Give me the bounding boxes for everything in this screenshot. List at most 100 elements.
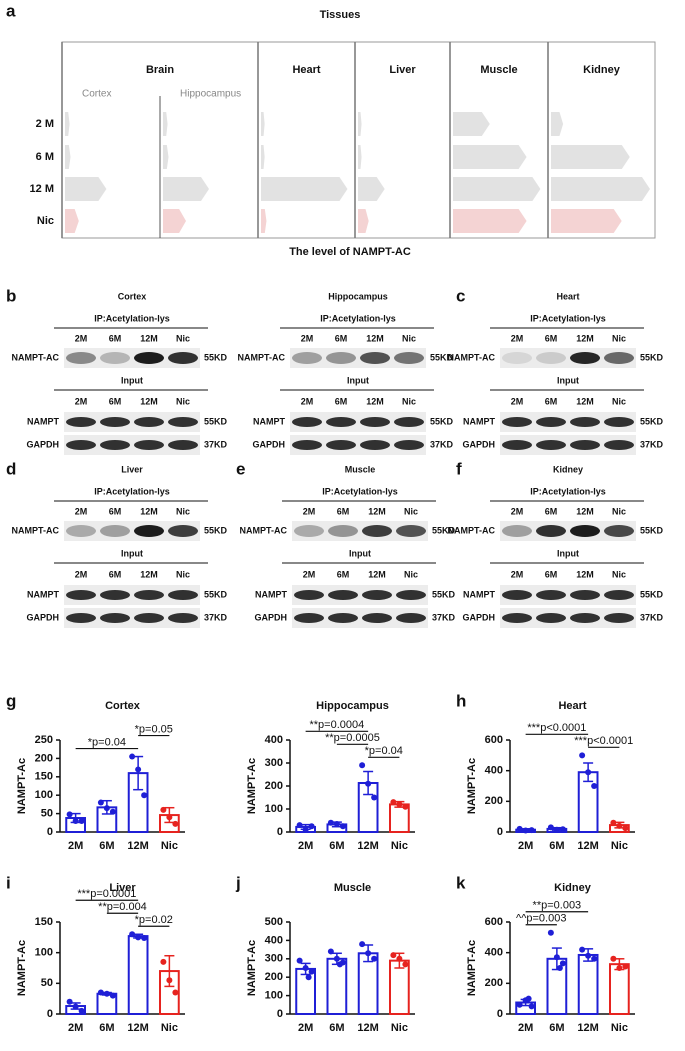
band — [394, 417, 424, 427]
band — [292, 352, 322, 364]
band — [134, 440, 164, 450]
data-point — [305, 974, 312, 981]
lane-label: Nic — [176, 333, 190, 343]
level-arrow — [551, 209, 622, 233]
data-point — [78, 1007, 85, 1014]
size-label: 55KD — [204, 525, 228, 535]
input-label: Input — [347, 375, 369, 385]
lane-label: Nic — [176, 396, 190, 406]
row-label: GAPDH — [26, 612, 59, 622]
lane-label: 6M — [337, 506, 350, 516]
data-point — [610, 955, 617, 962]
bar — [609, 963, 630, 1016]
lane-label: 12M — [576, 333, 594, 343]
data-point — [109, 808, 116, 815]
data-point — [129, 753, 136, 760]
y-tick-label: 200 — [265, 780, 283, 792]
band — [168, 417, 198, 427]
lane-label: Nic — [404, 569, 418, 579]
y-axis-label: NAMPT-Ac — [466, 758, 478, 814]
row-label: NAMPT-AC — [240, 525, 288, 535]
level-arrow — [453, 209, 527, 233]
data-point — [141, 792, 148, 799]
data-point — [528, 827, 535, 834]
data-point — [66, 998, 73, 1005]
chart-title: Cortex — [105, 700, 141, 712]
blot-strip — [292, 521, 428, 541]
y-tick-label: 400 — [485, 947, 503, 959]
lane-label: 12M — [576, 569, 594, 579]
band — [604, 440, 634, 450]
size-label: 55KD — [430, 416, 454, 426]
data-point — [365, 950, 372, 957]
blot-strip — [64, 608, 200, 628]
size-label: 55KD — [432, 525, 456, 535]
row-label: NAMPT-AC — [12, 525, 60, 535]
x-tick-label: Nic — [391, 840, 408, 852]
y-tick-label: 0 — [497, 826, 503, 838]
lane-label: 6M — [545, 569, 558, 579]
band — [396, 590, 426, 600]
row-label: NAMPT — [27, 589, 59, 599]
lane-label: 6M — [335, 396, 348, 406]
panel-title: Tissues — [320, 9, 361, 21]
data-point — [585, 769, 592, 776]
x-tick-label: 6M — [549, 840, 564, 852]
y-axis-label: NAMPT-Ac — [16, 940, 28, 996]
data-point — [172, 820, 179, 827]
y-tick-label: 150 — [35, 916, 53, 928]
row-label: NAMPT-AC — [12, 352, 60, 362]
x-tick-label: 12M — [127, 1022, 148, 1034]
lane-label: 6M — [545, 333, 558, 343]
data-point — [166, 814, 173, 821]
band — [294, 525, 324, 537]
input-label: Input — [557, 375, 579, 385]
band — [168, 440, 198, 450]
lane-label: 6M — [109, 506, 122, 516]
level-arrow — [65, 177, 107, 201]
blot-strip — [290, 435, 426, 455]
level-arrow — [261, 209, 267, 233]
band — [362, 525, 392, 537]
data-point — [160, 806, 167, 813]
data-point — [66, 811, 73, 818]
band — [168, 525, 198, 537]
data-point — [610, 819, 617, 826]
x-tick-label: 6M — [99, 840, 114, 852]
y-tick-label: 400 — [485, 765, 503, 777]
lane-label: 12M — [366, 396, 384, 406]
y-tick-label: 600 — [485, 734, 503, 746]
band — [362, 590, 392, 600]
level-arrow — [453, 177, 541, 201]
level-arrow — [65, 209, 79, 233]
y-tick-label: 50 — [41, 808, 53, 820]
y-tick-label: 300 — [265, 953, 283, 965]
band — [394, 352, 424, 364]
panel-letter: b — [6, 286, 16, 305]
bar — [357, 952, 379, 1016]
data-point — [390, 799, 397, 806]
data-point — [616, 822, 623, 829]
data-point — [302, 826, 309, 833]
row-label: GAPDH — [252, 439, 285, 449]
row-label: NAMPT-AC — [238, 352, 286, 362]
band — [570, 352, 600, 364]
data-point — [522, 827, 529, 834]
lane-label: Nic — [612, 396, 626, 406]
y-tick-label: 100 — [265, 990, 283, 1002]
blot-strip — [64, 435, 200, 455]
band — [360, 440, 390, 450]
data-point — [365, 780, 372, 787]
level-arrow — [163, 209, 186, 233]
x-tick-label: 6M — [329, 840, 344, 852]
x-tick-label: 2M — [68, 1022, 83, 1034]
level-arrow — [358, 177, 385, 201]
data-point — [402, 961, 409, 968]
band — [134, 590, 164, 600]
band — [134, 417, 164, 427]
size-label: 55KD — [640, 525, 664, 535]
band — [66, 525, 96, 537]
size-label: 55KD — [204, 589, 228, 599]
lane-label: 2M — [511, 396, 524, 406]
band — [134, 613, 164, 623]
